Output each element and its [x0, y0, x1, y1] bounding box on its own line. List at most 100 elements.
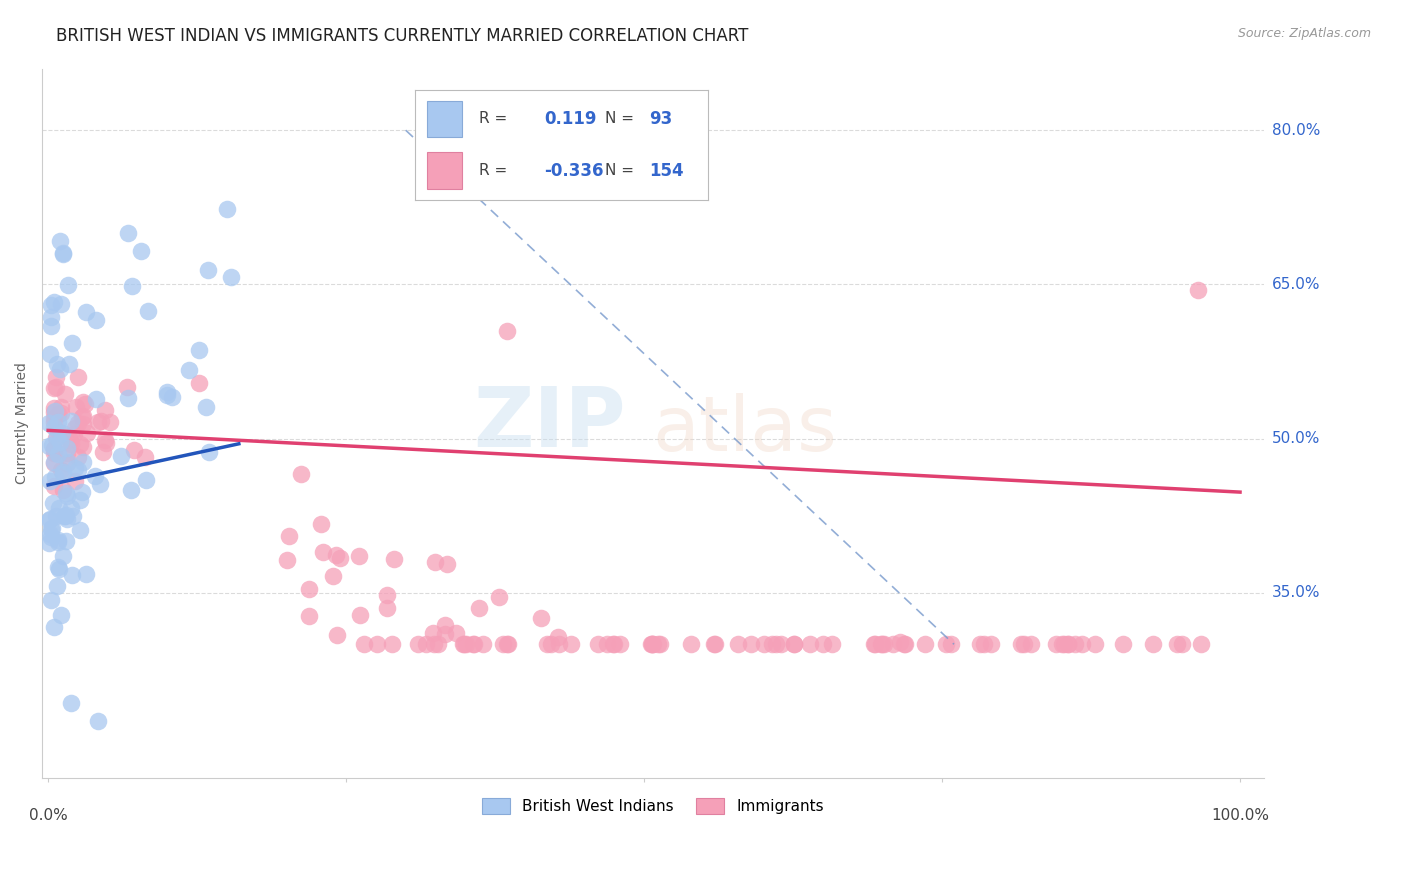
Point	[39, 319, 62, 334]
Point	[52, 483, 75, 497]
Point	[1170, 637, 1192, 651]
Point	[60, 414, 83, 428]
Point	[56, 277, 79, 292]
Point	[70, 409, 93, 424]
Text: Source: ZipAtlas.com: Source: ZipAtlas.com	[1237, 27, 1371, 40]
Point	[46, 357, 69, 371]
Point	[48, 500, 70, 515]
Point	[453, 637, 475, 651]
Point	[893, 637, 915, 651]
Point	[1112, 637, 1135, 651]
Text: 35.0%: 35.0%	[1272, 585, 1320, 600]
Point	[423, 637, 446, 651]
Point	[55, 534, 77, 549]
Point	[44, 620, 66, 634]
Point	[799, 637, 821, 651]
Point	[48, 562, 70, 576]
Point	[60, 568, 83, 582]
Point	[84, 392, 107, 406]
Point	[454, 637, 477, 651]
Point	[297, 582, 319, 596]
Point	[325, 628, 347, 642]
Point	[135, 473, 157, 487]
Point	[727, 637, 749, 651]
Point	[42, 381, 65, 395]
Point	[44, 404, 66, 418]
Point	[67, 416, 90, 430]
Point	[45, 431, 67, 445]
Point	[66, 450, 89, 464]
Point	[49, 435, 72, 450]
Point	[60, 501, 83, 516]
Point	[90, 413, 112, 427]
Point	[384, 552, 406, 566]
Point	[46, 415, 69, 429]
Point	[70, 485, 93, 500]
Point	[496, 637, 519, 651]
Point	[603, 637, 626, 651]
Point	[882, 637, 904, 651]
Point	[55, 445, 77, 459]
Point	[75, 305, 97, 319]
Point	[42, 420, 65, 434]
Point	[290, 467, 312, 482]
Point	[821, 637, 844, 651]
Point	[52, 467, 75, 481]
Point	[49, 462, 72, 476]
Point	[49, 608, 72, 623]
Point	[46, 578, 69, 592]
Point	[769, 637, 792, 651]
Point	[914, 637, 936, 651]
Point	[433, 618, 456, 632]
Point	[640, 637, 662, 651]
Point	[67, 370, 90, 384]
Point	[1056, 637, 1078, 651]
Point	[59, 697, 82, 711]
Point	[375, 601, 398, 615]
Point	[1050, 637, 1073, 651]
Point	[134, 450, 156, 464]
Legend: British West Indians, Immigrants: British West Indians, Immigrants	[477, 792, 830, 820]
Point	[45, 380, 67, 394]
Point	[530, 610, 553, 624]
Point	[1053, 637, 1076, 651]
Point	[536, 637, 558, 651]
Point	[375, 588, 398, 602]
Point	[602, 637, 624, 651]
Point	[434, 627, 457, 641]
Point	[38, 512, 60, 526]
Point	[46, 534, 69, 549]
Point	[39, 530, 62, 544]
Text: ZIP: ZIP	[472, 383, 626, 464]
Point	[451, 637, 474, 651]
Point	[156, 388, 179, 402]
Point	[89, 476, 111, 491]
Point	[215, 202, 238, 216]
Point	[51, 426, 73, 441]
Point	[740, 637, 762, 651]
Point	[84, 313, 107, 327]
Point	[41, 521, 63, 535]
Point	[51, 465, 73, 479]
Point	[406, 637, 429, 651]
Point	[75, 397, 97, 411]
Point	[62, 508, 84, 523]
Point	[980, 637, 1002, 651]
Point	[969, 637, 991, 651]
Point	[42, 401, 65, 415]
Point	[55, 456, 77, 470]
Point	[298, 609, 321, 624]
Point	[53, 509, 76, 524]
Point	[1166, 637, 1188, 651]
Point	[38, 512, 60, 526]
Point	[873, 637, 896, 651]
Point	[1071, 637, 1094, 651]
Point	[83, 469, 105, 483]
Point	[177, 363, 200, 377]
Point	[941, 637, 963, 651]
Point	[46, 533, 69, 548]
Point	[641, 637, 664, 651]
Point	[46, 407, 69, 421]
Point	[1056, 637, 1078, 651]
Point	[863, 637, 886, 651]
